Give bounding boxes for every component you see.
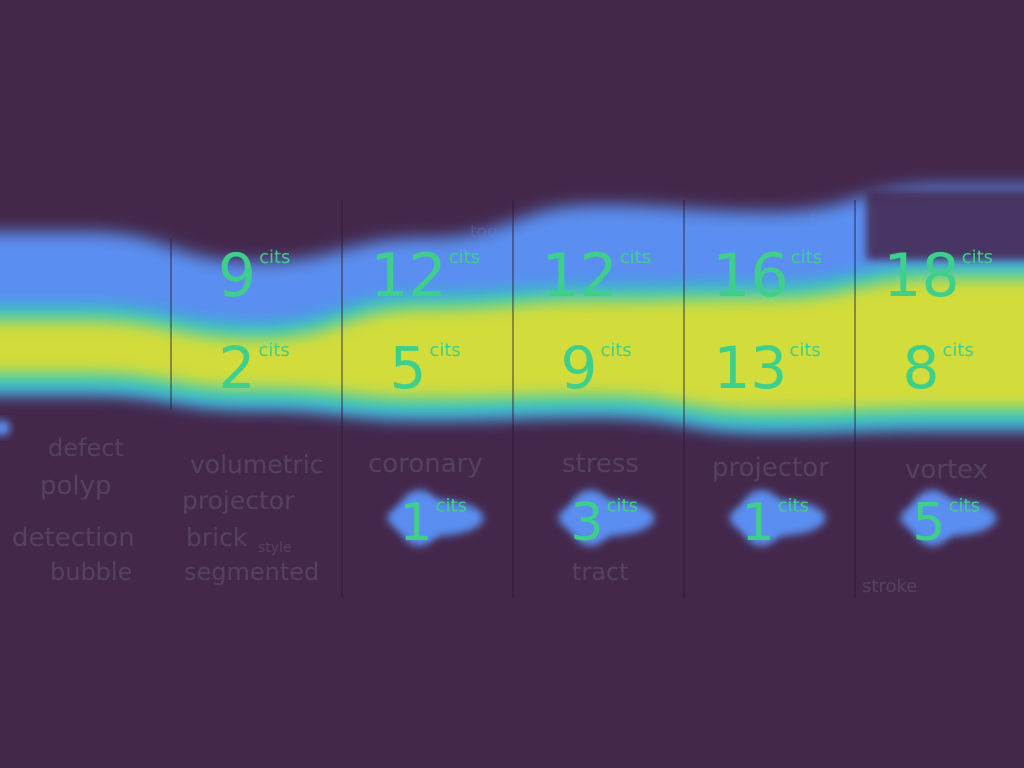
mid-count-label-unit: cits [942,340,973,361]
mid-count-label-value: 9 [561,334,598,402]
top-count-label-unit: cits [620,247,651,268]
top-count-label-unit: cits [962,247,993,268]
topic-word: segmented [184,558,319,586]
low-count-label-value: 3 [570,493,603,553]
topic-word: bubble [50,558,132,586]
topic-word: defect [48,434,124,462]
topic-word: detection [12,523,135,553]
top-count-label-value: 9 [218,241,256,311]
mid-count-label-value: 13 [714,334,788,402]
top-count-label-unit: cits [791,247,822,268]
low-count-blobs [0,420,997,546]
top-count-label-value: 12 [370,241,446,311]
mid-count-label-unit: cits [789,340,820,361]
top-count-label-unit: cits [449,247,480,268]
low-count-label-unit: cits [436,495,467,516]
topic-word: vortex [905,455,988,485]
low-count-blob-core [739,490,784,546]
column-dividers [170,200,856,598]
mid-count-label-value: 5 [390,334,427,402]
mid-count-label-unit: cits [258,340,289,361]
low-count-label-unit: cits [778,495,809,516]
mid-count-label-unit: cits [429,340,460,361]
low-count-label-unit: cits [607,495,638,516]
top-count-label-value: 16 [712,241,788,311]
top-count-label-value: 18 [883,241,959,311]
topic-word: style [258,540,292,556]
mid-count-label-value: 2 [219,334,256,402]
topic-word: projector [712,453,829,483]
low-count-label-unit: cits [949,495,980,516]
stray-dot [0,420,10,436]
highlight-patch [866,190,1024,260]
low-count-label-value: 1 [399,493,432,553]
top-count-label-value: 12 [541,241,617,311]
mid-count-label-unit: cits [600,340,631,361]
topic-word: projector [182,486,295,515]
topic-word: polyp [40,471,112,501]
topic-word: volumetric [190,450,323,479]
stream-band-core [0,277,1024,412]
low-count-blob-core [910,490,955,546]
topic-word: coronary [368,449,483,479]
top-count-label-unit: cits [259,247,290,268]
topic-word: stress [562,449,639,479]
low-count-blob-core [397,490,442,546]
low-count-label-value: 5 [912,493,945,553]
topic-word: tract [572,558,629,586]
low-count-blob-core [568,490,613,546]
mid-count-label-value: 8 [903,334,940,402]
low-count-label-value: 1 [741,493,774,553]
topic-word: brick [186,523,248,552]
topic-word: stroke [862,576,917,597]
